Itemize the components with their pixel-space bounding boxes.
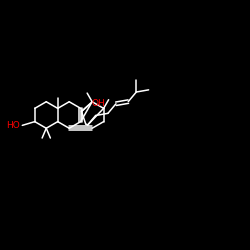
Text: HO: HO (6, 121, 20, 130)
Text: OH: OH (92, 100, 105, 108)
